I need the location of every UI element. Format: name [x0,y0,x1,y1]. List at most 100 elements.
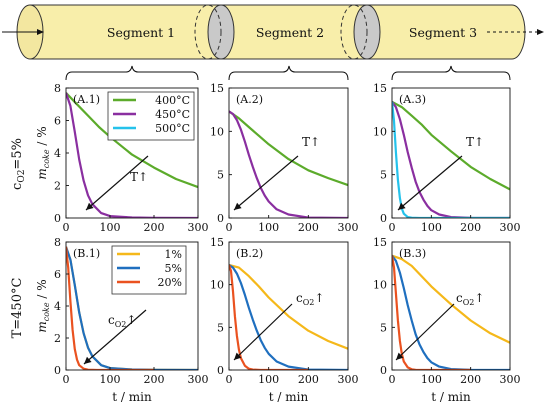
y-tick-label: 5 [217,321,224,334]
brace-segment-1 [65,65,199,81]
y-tick-label: 15 [373,82,387,95]
legend-label: 400°C [155,94,190,107]
panel-tag: (A.1) [73,93,100,106]
brace-segment-3 [391,65,511,81]
panel-tag: (A.2) [236,93,263,106]
annotation-arrow [83,309,147,365]
series-line-1 [392,254,510,344]
segment-divider-1 [194,4,235,60]
x-tick-label: 200 [298,373,319,386]
x-tick-label: 100 [258,221,279,234]
y-tick-label: 5 [380,169,387,182]
segment-divider-2 [340,4,381,60]
y-tick-label: 0 [380,364,387,377]
annotation-arrow [233,155,299,211]
x-tick-label: 300 [500,373,521,386]
x-tick-label: 300 [188,221,209,234]
x-tick-label: 0 [389,221,396,234]
legend-label: 5% [165,262,182,275]
annotation-arrowhead [398,202,406,210]
reactor-diagram: Segment 1 Segment 2 Segment 3 [2,4,544,81]
x-tick-label: 100 [100,373,121,386]
plot-frame [228,241,349,371]
y-tick-label: 8 [54,236,61,249]
x-tick-label: 300 [500,221,521,234]
annotation-label: cO2↑ [108,313,136,329]
plot-frame [391,241,511,371]
x-tick-label: 0 [226,373,233,386]
y-tick-label: 5 [380,321,387,334]
x-tick-label: 300 [338,221,359,234]
annotation-arrowhead [86,202,94,210]
tube-body [29,4,526,60]
x-tick-label: 0 [63,373,70,386]
annotation-label: cO2↑ [296,291,324,307]
y-tick-label: 5 [217,169,224,182]
legend-label: 500°C [155,122,190,135]
x-tick-label: 0 [63,221,70,234]
x-axis-label: t / min [269,390,309,404]
x-axis-label: t / min [112,390,152,404]
annotation-label: T↑ [302,135,320,149]
segment-3-label: Segment 3 [409,25,477,40]
x-tick-label: 100 [100,221,121,234]
series-line-5 [392,255,510,370]
x-axis-label: t / min [431,390,471,404]
legend-label: 1% [165,248,182,261]
series-line-20 [392,255,471,370]
series-group [229,263,348,370]
annotation-arrowhead [234,202,242,210]
annotation-arrow [395,303,455,361]
y-tick-label: 10 [210,125,224,138]
y-tick-label: 15 [210,82,224,95]
x-tick-label: 0 [389,373,396,386]
x-tick-label: 200 [460,221,481,234]
y-tick-label: 2 [54,180,61,193]
chart-A-3: 0 5 10 15 0 100 200 300 (A.3) T↑ [373,82,521,234]
y-tick-label: 10 [210,279,224,292]
series-group [392,254,510,370]
x-tick-label: 300 [188,373,209,386]
annotation-arrow [233,303,293,361]
annotation-arrow [85,155,149,211]
y-tick-label: 0 [380,212,387,225]
panel-tag: (A.3) [399,93,426,106]
panel-tag: (B.2) [236,247,263,260]
annotation-label: T↑ [130,170,148,184]
brace-segment-2 [228,65,349,81]
annotation-label: cO2↑ [456,291,484,307]
series-line-400C [392,100,510,191]
annotation-label: T↑ [466,135,484,149]
series-line-400C [229,110,348,187]
chart-B-1: 0 2 4 6 8 0 100 200 300 (B.1) cO2↑ 1%5%20% mcoke / %… [35,236,209,404]
chart-B-3: 0 5 10 15 0 100 200 300 (B.3) cO2↑ t / min [373,236,521,404]
y-tick-label: 10 [373,125,387,138]
y-tick-label: 10 [373,279,387,292]
y-tick-label: 8 [54,82,61,95]
x-tick-label: 200 [144,221,165,234]
legend-label: 20% [158,276,182,289]
x-tick-label: 200 [144,373,165,386]
series-line-5 [229,264,348,370]
y-tick-label: 4 [54,300,61,313]
series-line-20 [66,246,154,370]
plot-frame [391,87,511,219]
annotation-arrowhead [84,356,92,364]
row-label-temperature: T=450°C [10,278,25,339]
series-line-500C [392,101,510,218]
legend-label: 450°C [155,108,190,121]
segment-1-label: Segment 1 [107,25,175,40]
series-line-20 [229,264,309,370]
annotation-arrow [397,155,463,211]
x-tick-label: 0 [226,221,233,234]
y-tick-label: 15 [373,236,387,249]
series-group [66,246,198,370]
y-axis-label: mcoke / % [35,279,51,332]
y-tick-label: 0 [54,364,61,377]
y-tick-label: 15 [210,236,224,249]
row-label-oxygen: cO2=5% [10,138,27,190]
